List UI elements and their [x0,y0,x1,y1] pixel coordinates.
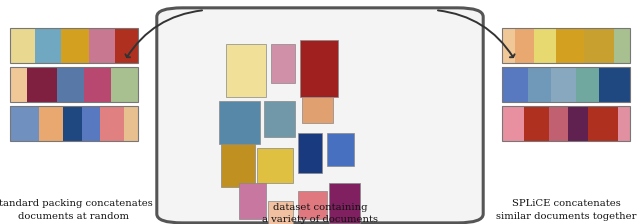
FancyBboxPatch shape [502,106,524,141]
FancyBboxPatch shape [28,67,57,102]
FancyBboxPatch shape [588,106,618,141]
FancyBboxPatch shape [221,144,255,187]
FancyBboxPatch shape [326,133,354,166]
FancyBboxPatch shape [298,191,326,219]
FancyBboxPatch shape [63,106,82,141]
FancyBboxPatch shape [100,106,124,141]
FancyBboxPatch shape [219,101,260,144]
FancyBboxPatch shape [515,28,534,63]
FancyBboxPatch shape [84,67,111,102]
FancyBboxPatch shape [264,101,295,137]
Text: standard packing concatenates
documents at random: standard packing concatenates documents … [0,199,153,221]
FancyBboxPatch shape [502,67,528,102]
FancyBboxPatch shape [300,40,338,97]
FancyBboxPatch shape [269,201,293,224]
FancyBboxPatch shape [157,8,483,223]
FancyBboxPatch shape [57,67,84,102]
FancyBboxPatch shape [239,183,266,219]
FancyBboxPatch shape [89,28,115,63]
FancyBboxPatch shape [10,28,35,63]
FancyBboxPatch shape [614,28,630,63]
FancyBboxPatch shape [61,28,89,63]
FancyBboxPatch shape [226,44,266,97]
FancyBboxPatch shape [35,28,61,63]
FancyBboxPatch shape [10,106,39,141]
FancyBboxPatch shape [618,106,630,141]
FancyBboxPatch shape [584,28,614,63]
FancyBboxPatch shape [502,28,515,63]
FancyBboxPatch shape [39,106,63,141]
FancyBboxPatch shape [524,106,549,141]
FancyBboxPatch shape [534,28,556,63]
FancyBboxPatch shape [549,106,568,141]
FancyBboxPatch shape [124,106,138,141]
FancyBboxPatch shape [302,97,333,123]
FancyBboxPatch shape [115,28,138,63]
FancyBboxPatch shape [551,67,577,102]
Text: SPLiCE concatenates
similar documents together: SPLiCE concatenates similar documents to… [496,199,637,221]
FancyBboxPatch shape [577,67,599,102]
FancyBboxPatch shape [82,106,100,141]
FancyBboxPatch shape [568,106,588,141]
FancyBboxPatch shape [271,44,295,83]
FancyBboxPatch shape [111,67,138,102]
Text: dataset containing
a variety of documents: dataset containing a variety of document… [262,202,378,224]
FancyBboxPatch shape [556,28,584,63]
FancyBboxPatch shape [298,133,322,173]
FancyBboxPatch shape [10,67,28,102]
FancyBboxPatch shape [528,67,551,102]
FancyBboxPatch shape [329,183,360,223]
FancyBboxPatch shape [599,67,630,102]
FancyBboxPatch shape [257,148,293,183]
